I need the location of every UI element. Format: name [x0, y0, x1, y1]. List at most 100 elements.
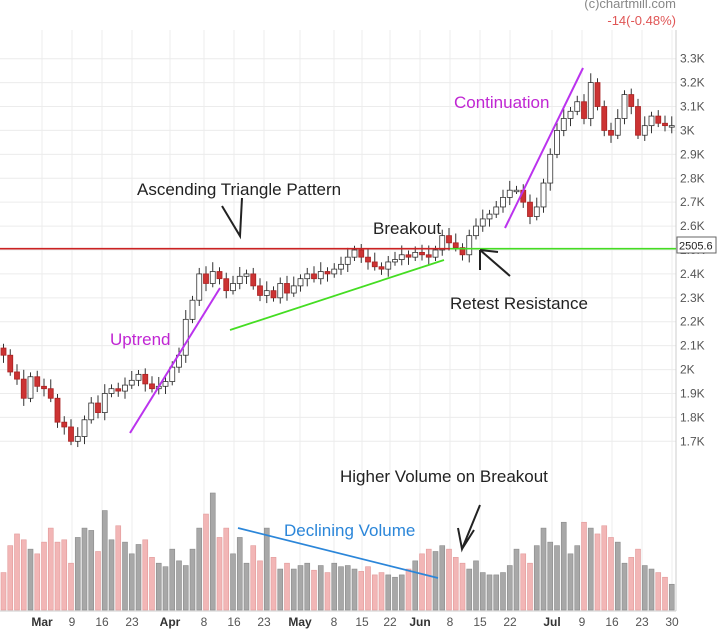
volume-bar [574, 545, 581, 611]
candle-body [81, 419, 88, 437]
candle-body [243, 273, 250, 277]
volume-bar [628, 557, 635, 611]
volume-bar [243, 562, 250, 611]
x-tick-label: 16 [227, 615, 241, 629]
volume-bar [338, 566, 344, 611]
volume-bar [662, 576, 668, 611]
y-tick-label: 3.1K [680, 100, 705, 114]
volume-bar [520, 553, 527, 611]
volume-bar [277, 568, 284, 611]
candle-body [331, 268, 338, 275]
candle-body [122, 384, 128, 392]
volume-bar [655, 572, 662, 611]
candle-body [88, 402, 95, 421]
volume-bar [594, 533, 601, 611]
candle-body [358, 249, 365, 258]
y-tick-label: 2.2K [680, 315, 705, 329]
candle-body [452, 242, 459, 249]
volume-bar [149, 557, 155, 611]
volume-bar [95, 551, 101, 611]
x-tick-label: 8 [201, 615, 208, 629]
candle-body [20, 378, 27, 399]
volume-bar [459, 562, 466, 611]
volume-bar [371, 574, 378, 611]
y-tick-label: 1.7K [680, 434, 705, 448]
candle-body [115, 388, 122, 392]
candle-body [641, 125, 648, 136]
volume-bar [486, 574, 493, 611]
candle-body [405, 254, 412, 258]
candle-body [290, 285, 297, 294]
volume-bar [101, 510, 108, 611]
candle-body [230, 283, 236, 292]
candle-body [142, 373, 149, 385]
volume-bar [257, 560, 263, 611]
volume-bar [88, 530, 95, 611]
continuation-label: Continuation [454, 93, 549, 112]
retest-label: Retest Resistance [450, 294, 588, 313]
candle-body [263, 290, 270, 296]
candle-body [547, 153, 554, 184]
uptrend-label: Uptrend [110, 330, 170, 349]
y-tick-label: 2.8K [680, 171, 705, 185]
volume-bar [236, 537, 243, 611]
candle-body [162, 381, 169, 387]
candle-body [297, 278, 304, 287]
volume-bar [554, 545, 560, 611]
volume-bar [392, 576, 398, 611]
volume-bar [115, 525, 122, 611]
x-tick-label: 9 [579, 615, 586, 629]
y-tick-label: 3K [680, 123, 695, 137]
volume-bar [608, 537, 614, 611]
triangle-arrow [221, 197, 243, 240]
candle-body [257, 285, 263, 296]
candle-body [614, 118, 621, 136]
volume-bar [216, 537, 223, 611]
volume-bar [493, 574, 500, 611]
candle-body [527, 201, 533, 217]
price-tag: 2505.6 [676, 236, 717, 254]
x-tick-label: 9 [69, 615, 76, 629]
candle-body [574, 101, 581, 112]
candle-body [324, 271, 331, 275]
candle-body [250, 273, 257, 287]
candle-body [419, 251, 425, 256]
candle-body [662, 122, 668, 127]
candle-body [439, 235, 446, 251]
candle-body [209, 271, 216, 284]
y-tick-label: 1.8K [680, 410, 705, 424]
x-tick-label: 23 [635, 615, 649, 629]
volume-bar [560, 521, 567, 611]
candle-body [365, 256, 371, 263]
volume-bar [540, 527, 547, 611]
volume-bar [304, 562, 311, 611]
watermark: (c)chartmill.com [584, 0, 676, 11]
ascending-support-line [229, 259, 445, 331]
candle-body [41, 385, 47, 390]
higher-volume-label: Higher Volume on Breakout [340, 467, 548, 486]
x-tick-label: 23 [257, 615, 271, 629]
candle-body [61, 421, 68, 428]
candle-body [74, 436, 81, 442]
candle-body [108, 388, 115, 394]
candle-body [34, 376, 41, 387]
volume-bar [317, 565, 324, 611]
candle-body [182, 318, 189, 356]
volume-bar [378, 572, 385, 611]
candle-body [635, 106, 641, 136]
candle-body [567, 110, 574, 119]
volume-bar [527, 562, 533, 611]
volume-bar [155, 562, 162, 611]
candle-body [311, 273, 317, 280]
volume-bar [203, 513, 209, 611]
candle-body [628, 94, 635, 107]
volume-bar [641, 565, 648, 611]
x-tick-label: Jul [543, 615, 560, 629]
gridlines [0, 30, 677, 612]
volume-bar [196, 527, 203, 611]
candle-body [513, 189, 520, 193]
volume-bar [7, 545, 14, 611]
declining-volume-label: Declining Volume [284, 521, 415, 540]
candle-body [317, 271, 324, 280]
candle-body [425, 254, 432, 258]
